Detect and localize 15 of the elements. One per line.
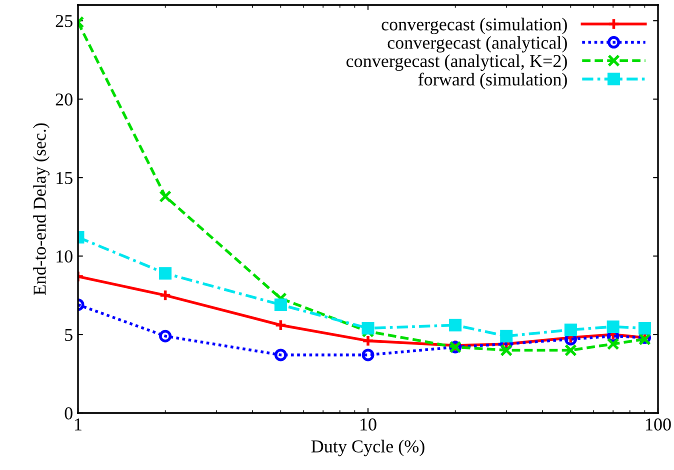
x-tick-label: 1: [75, 418, 82, 430]
x-tick-label: 100: [646, 418, 671, 431]
y-tick-label: 10: [56, 250, 72, 263]
legend-label: convergecast (analytical): [388, 36, 567, 53]
x-tick-label: 10: [360, 418, 376, 431]
y-axis-title: End-to-end Delay (sec.): [33, 123, 50, 295]
legend-label: forward (simulation): [418, 72, 567, 90]
legend-label: convergecast (simulation): [382, 18, 567, 34]
legend-label: convergecast (analytical, K=2): [346, 54, 567, 71]
y-tick-label: 20: [56, 93, 72, 106]
y-tick-label: 25: [56, 15, 72, 28]
y-tick-label: 0: [64, 407, 72, 420]
y-tick-label: 5: [65, 328, 72, 341]
x-axis-title: Duty Cycle (%): [311, 440, 424, 456]
y-tick-label: 15: [56, 172, 72, 184]
